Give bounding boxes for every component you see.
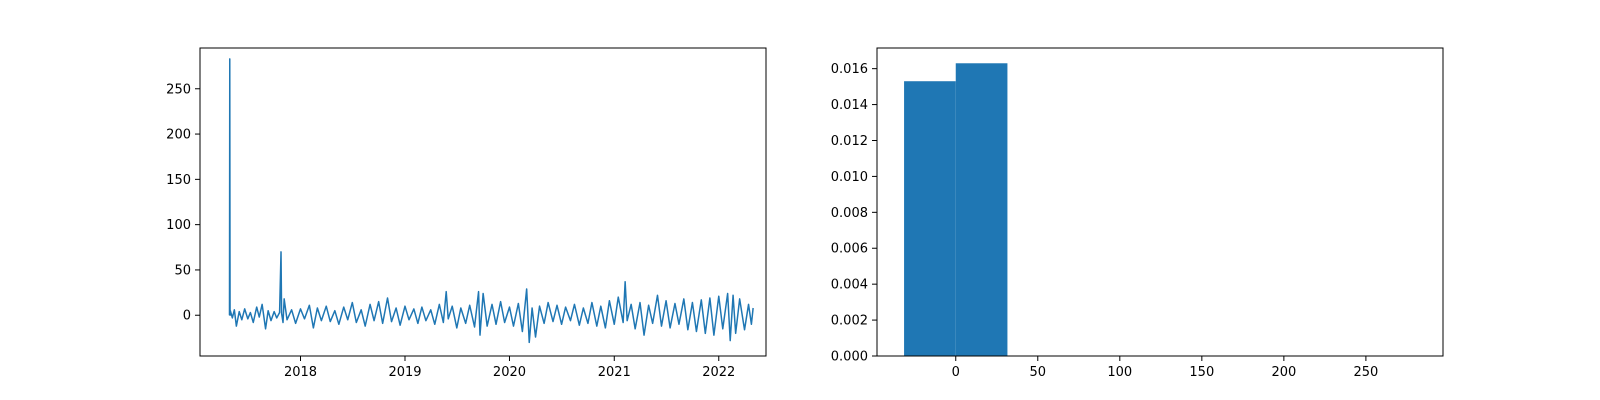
y-tick-label: 0.004 [831, 278, 868, 293]
histogram-x-ticks: 0 50 100 150 200 250 [952, 356, 1378, 380]
y-tick-label: 0.006 [831, 242, 868, 257]
x-tick-label: 250 [1353, 365, 1378, 380]
x-tick-label: 2020 [493, 365, 526, 380]
y-tick-label: 250 [166, 82, 191, 97]
y-tick-label: 0.012 [831, 134, 868, 149]
x-tick-label: 100 [1107, 365, 1132, 380]
histogram-frame [876, 47, 1444, 357]
line-chart: 2018 2019 2020 2021 2022 0 50 100 150 200 250 [166, 47, 767, 380]
histogram-y-ticks: 0.000 0.002 0.004 0.006 0.008 0.010 0.012 0.014… [831, 62, 877, 365]
x-tick-label: 0 [952, 365, 960, 380]
x-tick-label: 2019 [388, 365, 421, 380]
x-tick-label: 50 [1030, 365, 1047, 380]
line-chart-marks [228, 58, 754, 344]
histogram-bar [955, 63, 1008, 357]
y-tick-label: 0.000 [831, 350, 868, 365]
y-tick-label: 0 [183, 309, 191, 324]
x-tick-label: 150 [1189, 365, 1214, 380]
line-chart-y-ticks: 0 50 100 150 200 250 [166, 82, 200, 324]
histogram-marks [904, 63, 1008, 357]
y-tick-label: 0.014 [831, 98, 868, 113]
x-tick-label: 2021 [598, 365, 631, 380]
y-tick-label: 0.016 [831, 62, 868, 77]
histogram-bar [904, 81, 956, 356]
x-tick-label: 200 [1271, 365, 1296, 380]
y-tick-label: 50 [174, 263, 191, 278]
line-series [228, 58, 754, 344]
x-tick-label: 2022 [702, 365, 735, 380]
line-chart-x-ticks: 2018 2019 2020 2021 2022 [284, 356, 735, 380]
y-tick-label: 0.008 [831, 206, 868, 221]
line-chart-frame [199, 47, 767, 357]
histogram-chart: 0 50 100 150 200 250 0.0000.0020.0040.0060.00… [831, 47, 1444, 380]
x-tick-label: 2018 [284, 365, 317, 380]
y-tick-label: 100 [166, 218, 191, 233]
y-tick-label: 0.002 [831, 314, 868, 329]
y-tick-label: 0.010 [831, 170, 868, 185]
y-tick-label: 200 [166, 128, 191, 143]
y-tick-label: 150 [166, 173, 191, 188]
